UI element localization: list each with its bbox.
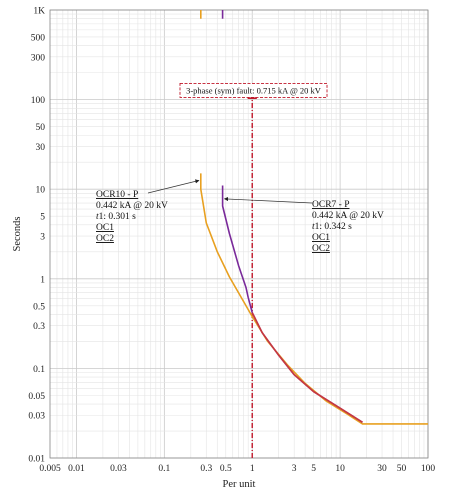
- annotation-t-value: 1: 0.301 s: [99, 212, 137, 222]
- curves-overlap: [251, 312, 363, 423]
- x-tick-label: 100: [421, 464, 436, 474]
- y-tick-label: 0.5: [33, 302, 45, 312]
- x-tick-label: 0.1: [158, 464, 170, 474]
- x-axis-title: Per unit: [223, 479, 256, 490]
- annotation-arrow: [147, 179, 200, 194]
- y-tick-label: 0.03: [28, 412, 45, 422]
- x-tick-label: 0.3: [200, 464, 212, 474]
- y-tick-label: 0.05: [28, 392, 45, 402]
- y-tick-label: 30: [36, 143, 46, 153]
- annotation-line: t1: 0.301 s: [96, 212, 136, 222]
- y-tick-label: 0.1: [33, 365, 45, 375]
- annotation-line: 0.442 kA @ 20 kV: [96, 201, 168, 211]
- annotation-t-value: 1: 0.342 s: [315, 222, 353, 232]
- y-tick-label: 300: [31, 53, 46, 63]
- annotation-line: OC2: [96, 234, 114, 244]
- y-tick-label: 500: [31, 33, 46, 43]
- annotation-t-label: t: [96, 212, 99, 222]
- y-tick-label: 0.01: [28, 455, 45, 465]
- y-tick-label: 5: [40, 213, 45, 223]
- annotation-title: OCR10 - P: [96, 190, 138, 200]
- annotation-line: OC1: [312, 233, 330, 243]
- x-tick-label: 0.5: [220, 464, 232, 474]
- plot-frame: [49, 9, 429, 459]
- annotation-line: OC1: [96, 223, 114, 233]
- y-axis-title: Seconds: [12, 217, 23, 252]
- y-tick-label: 100: [31, 96, 46, 106]
- annotation-line: t1: 0.342 s: [312, 222, 352, 232]
- annotation-title: OCR7 - P: [312, 200, 349, 210]
- x-tick-label: 30: [377, 464, 387, 474]
- y-tick-label: 3: [40, 233, 45, 243]
- annotation-line: OC2: [312, 244, 330, 254]
- x-tick-label: 0.03: [110, 464, 127, 474]
- annotation-t-label: t: [312, 222, 315, 232]
- x-tick-label: 0.01: [68, 464, 85, 474]
- fault-label: 3-phase (sym) fault: 0.715 kA @ 20 kV: [179, 82, 328, 98]
- y-tick-label: 50: [36, 123, 46, 133]
- gridlines: [49, 9, 429, 459]
- fault-label-box: [179, 82, 328, 98]
- y-tick-label: 1K: [33, 7, 45, 17]
- y-tick-label: 10: [36, 186, 46, 196]
- x-tick-label: 10: [335, 464, 345, 474]
- annotation-arrow: [223, 196, 313, 204]
- x-tick-label: 3: [292, 464, 297, 474]
- annotation-line: 0.442 kA @ 20 kV: [312, 211, 384, 221]
- x-tick-label: 50: [397, 464, 407, 474]
- x-tick-label: 0.005: [39, 464, 61, 474]
- y-tick-label: 1: [40, 275, 45, 285]
- x-tick-label: 5: [311, 464, 316, 474]
- y-tick-label: 0.3: [33, 322, 45, 332]
- fault-label-text: 3-phase (sym) fault: 0.715 kA @ 20 kV: [186, 85, 322, 95]
- x-tick-label: 1: [250, 464, 255, 474]
